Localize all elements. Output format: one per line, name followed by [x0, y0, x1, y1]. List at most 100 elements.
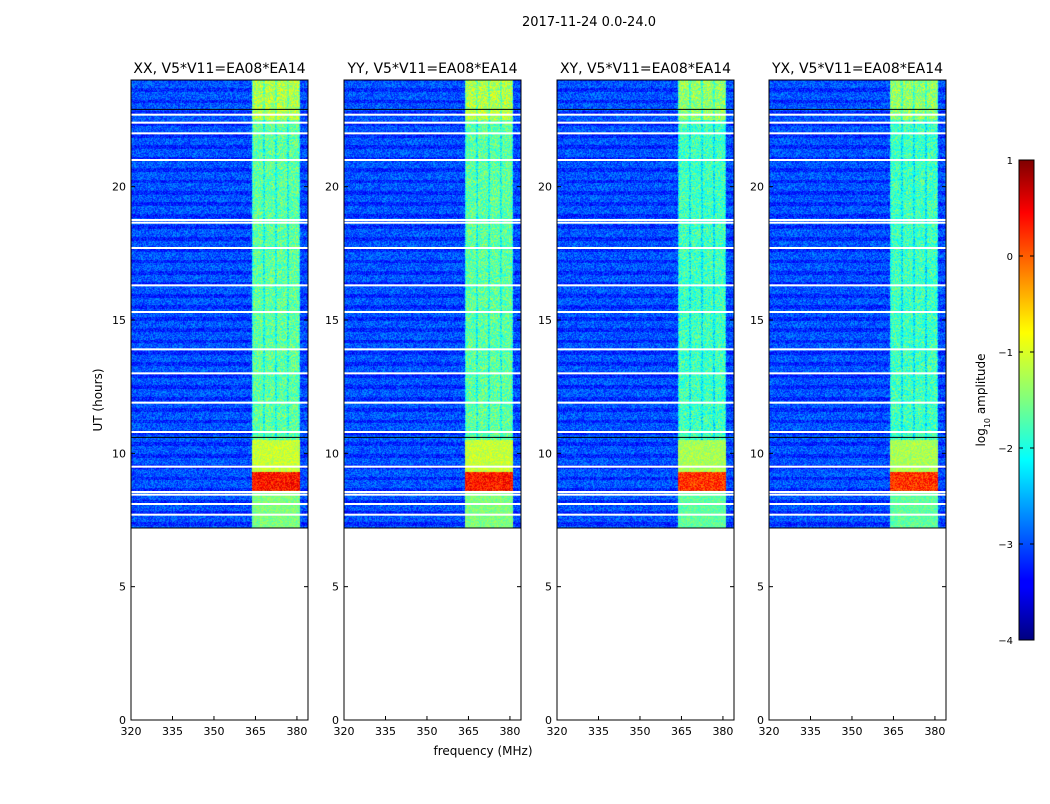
colorbar-label-sub: 10	[983, 418, 992, 428]
x-tick-label: 380	[499, 725, 520, 738]
y-tick-label: 5	[332, 581, 339, 594]
colorbar-label-log: log	[974, 428, 988, 446]
flag-gap	[131, 431, 308, 433]
y-tick-label: 5	[545, 581, 552, 594]
y-tick-label: 15	[538, 314, 552, 327]
x-tick-label: 365	[671, 725, 692, 738]
panel-frame	[556, 79, 735, 721]
x-tick-label: 380	[286, 725, 307, 738]
flag-gap	[131, 132, 308, 135]
flag-gap	[344, 372, 521, 375]
flag-gap	[344, 493, 521, 496]
flag-gap	[769, 493, 946, 496]
y-tick-label: 15	[325, 314, 339, 327]
x-tick-label: 335	[800, 725, 821, 738]
flag-gap	[131, 284, 308, 287]
y-tick-label: 5	[119, 581, 126, 594]
heatmap-image	[769, 80, 946, 528]
flag-gap	[344, 159, 521, 161]
flag-gap	[131, 493, 308, 496]
figure-title: 2017-11-24 0.0-24.0	[522, 15, 656, 30]
x-tick-label: 335	[588, 725, 609, 738]
flag-gap	[769, 121, 946, 124]
flag-gap	[769, 348, 946, 351]
heatmap-image	[557, 80, 734, 528]
panel-xx: XX, V5*V11=EA08*EA14 320 335 350 365 380 0 5 10 1…	[112, 61, 309, 738]
flag-gap	[769, 219, 946, 221]
y-tick-label: 10	[325, 447, 339, 460]
colorbar-tick-label: −2	[998, 444, 1013, 455]
flag-gap	[769, 372, 946, 375]
panel-yx: YX, V5*V11=EA08*EA14 320 335 350 365 380 0 5 10 1…	[750, 61, 947, 738]
flag-gap	[769, 113, 946, 116]
colorbar-tick-label: 1	[1007, 156, 1013, 167]
y-tick-label: 20	[112, 181, 126, 194]
flag-gap	[769, 132, 946, 135]
flag-gap	[769, 503, 946, 505]
x-tick-label: 320	[759, 725, 780, 738]
flag-gap	[344, 219, 521, 221]
flag-gap	[344, 221, 521, 224]
flag-gap	[344, 431, 521, 433]
flag-gap	[557, 219, 734, 221]
flag-gap	[769, 431, 946, 433]
flag-gap	[557, 311, 734, 313]
flag-gap	[131, 372, 308, 375]
flag-gap	[557, 493, 734, 496]
x-tick-label: 350	[841, 725, 862, 738]
colorbar-tick-label: −3	[998, 540, 1013, 551]
flag-gap	[344, 132, 521, 135]
y-tick-label: 20	[325, 181, 339, 194]
flag-gap	[344, 247, 521, 249]
panel-title: XX, V5*V11=EA08*EA14	[133, 61, 305, 77]
flag-gap	[344, 113, 521, 116]
flag-gap	[769, 401, 946, 404]
y-tick-label: 10	[112, 447, 126, 460]
flag-gap	[557, 121, 734, 124]
flag-gap	[131, 465, 308, 468]
flag-gap	[557, 113, 734, 116]
flag-gap	[557, 284, 734, 287]
panels-group: XX, V5*V11=EA08*EA14 320 335 350 365 380 0 5 10 1…	[112, 61, 947, 738]
y-tick-label: 0	[757, 714, 764, 727]
flag-gap	[557, 465, 734, 468]
flag-gap	[557, 221, 734, 224]
colorbar-tick-label: 0	[1007, 252, 1013, 263]
flag-gap	[557, 503, 734, 505]
x-tick-label: 365	[883, 725, 904, 738]
panel-title: YY, V5*V11=EA08*EA14	[346, 61, 517, 77]
flag-gap	[557, 247, 734, 249]
flag-gap	[557, 401, 734, 404]
x-tick-label: 320	[547, 725, 568, 738]
x-axis-label: frequency (MHz)	[433, 744, 532, 758]
flag-gap	[344, 503, 521, 505]
flag-gap	[769, 465, 946, 468]
heatmap-image	[344, 80, 521, 528]
flag-gap	[131, 121, 308, 124]
heatmap-image	[131, 80, 308, 528]
flag-gap	[344, 348, 521, 351]
flag-gap	[131, 348, 308, 351]
flag-gap	[344, 284, 521, 287]
x-tick-label: 350	[416, 725, 437, 738]
colorbar: −4 −3 −2 −1 0 1 log10 amplitude	[974, 156, 1035, 647]
flag-gap	[769, 159, 946, 161]
flag-gap	[131, 491, 308, 493]
y-tick-label: 0	[332, 714, 339, 727]
colorbar-label-rest: amplitude	[974, 354, 988, 418]
panel-xy: XY, V5*V11=EA08*EA14 320 335 350 365 380 0 5 10 1…	[538, 61, 735, 738]
colorbar-tick-label: −1	[998, 348, 1013, 359]
panel-frame	[768, 79, 947, 721]
x-tick-label: 380	[924, 725, 945, 738]
y-tick-label: 15	[750, 314, 764, 327]
flag-gap	[131, 113, 308, 116]
y-tick-label: 10	[750, 447, 764, 460]
colorbar-gradient	[1018, 159, 1035, 641]
flag-gap	[344, 513, 521, 516]
flag-gap	[769, 513, 946, 516]
flag-gap	[131, 247, 308, 249]
x-tick-label: 320	[121, 725, 142, 738]
x-tick-label: 365	[245, 725, 266, 738]
x-tick-label: 335	[162, 725, 183, 738]
